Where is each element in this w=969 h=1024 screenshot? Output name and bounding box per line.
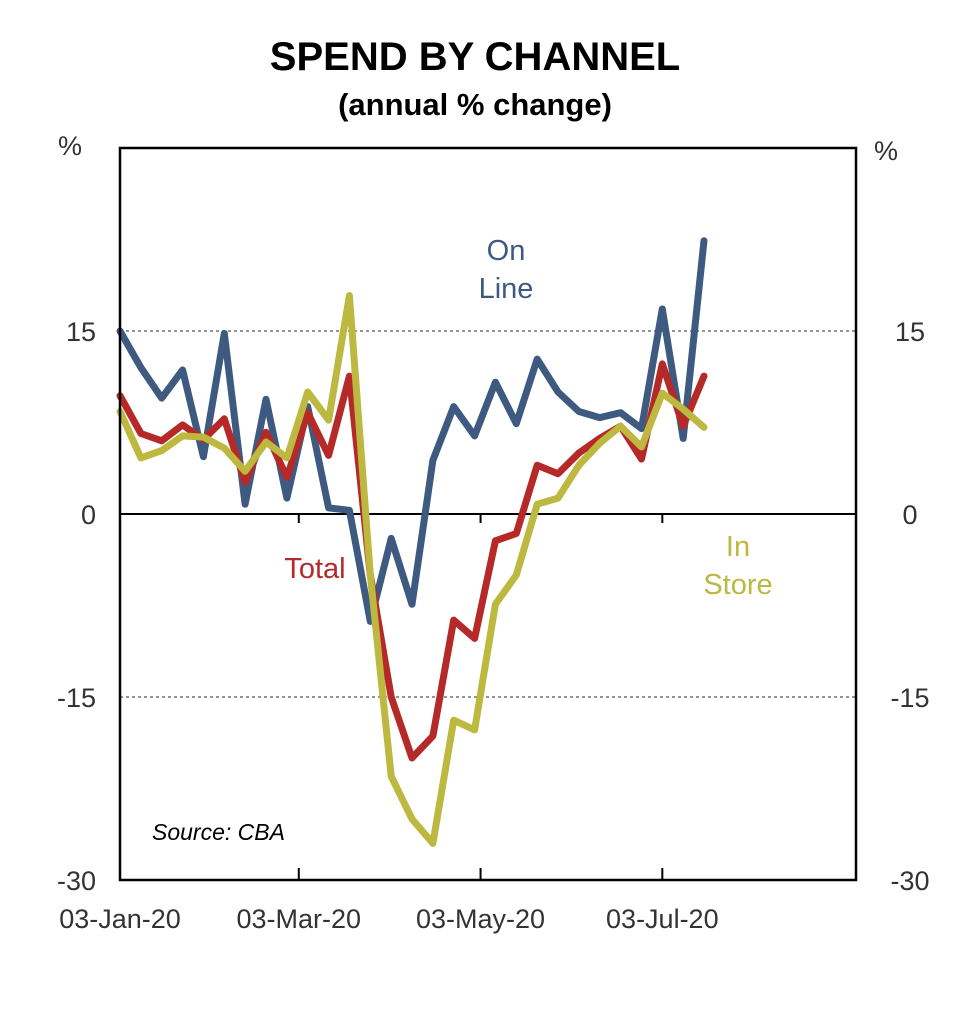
x-tick-label: 03-Jul-20 <box>606 904 719 934</box>
y-tick-label-left: -30 <box>57 866 96 896</box>
y-tick-label-right: 0 <box>902 500 917 530</box>
series-line-on-line <box>116 237 708 625</box>
y-tick-label-left: 15 <box>66 317 96 347</box>
chart-title: SPEND BY CHANNEL <box>270 35 680 79</box>
axis-ticks: 15 15 0 0 -15 -15 -30 -30 03-Jan-20 03-Mar-20 03-M… <box>57 317 930 934</box>
series-label-in-store: In <box>726 531 750 563</box>
x-tick-label: 03-Mar-20 <box>237 904 362 934</box>
x-tick-label: 03-May-20 <box>416 904 545 934</box>
x-tick-label: 03-Jan-20 <box>59 904 181 934</box>
y-tick-label-right: 15 <box>895 317 925 347</box>
gridlines <box>120 330 856 698</box>
y-tick-label-left: 0 <box>81 500 96 530</box>
series-label-on-line: On <box>487 235 526 267</box>
y-axis-unit-right: % <box>874 136 898 166</box>
series-labels: On Line Total In Store <box>284 235 772 601</box>
y-tick-label-left: -15 <box>57 683 96 713</box>
series-label-in-store: Store <box>703 569 772 601</box>
chart-subtitle: (annual % change) <box>338 87 612 122</box>
source-note: Source: CBA <box>152 819 285 845</box>
y-axis-unit-left: % <box>58 131 82 161</box>
y-tick-label-right: -30 <box>890 866 929 896</box>
series-label-total: Total <box>284 553 345 585</box>
y-tick-label-right: -15 <box>890 683 929 713</box>
series-label-on-line: Line <box>479 273 534 305</box>
plot-frame <box>118 146 858 882</box>
series-lines <box>116 237 708 847</box>
series-line-in-store <box>116 292 708 847</box>
